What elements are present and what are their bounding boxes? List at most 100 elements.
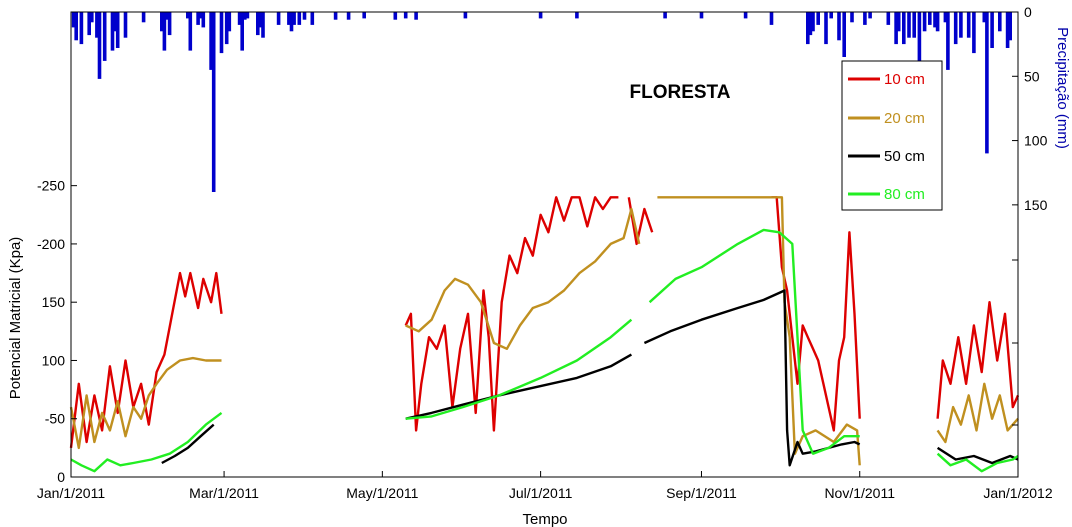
precip-bar bbox=[806, 12, 810, 45]
precip-bar bbox=[362, 12, 366, 19]
y2-axis-title: Precipitação (mm) bbox=[1054, 27, 1071, 149]
precip-bar bbox=[167, 12, 172, 36]
y-tick-label: -50 bbox=[45, 411, 65, 427]
precip-bar bbox=[393, 12, 398, 20]
precip-bar bbox=[699, 12, 704, 19]
precip-bar bbox=[333, 12, 338, 20]
series-line-10-cm bbox=[404, 196, 619, 432]
y2-tick-label: 100 bbox=[1024, 133, 1048, 149]
precip-bar bbox=[403, 12, 408, 19]
legend-label-10-cm: 10 cm bbox=[884, 71, 925, 88]
precip-bar bbox=[850, 12, 854, 23]
y-tick-label: -250 bbox=[37, 178, 65, 194]
soil-potential-lines bbox=[69, 196, 1020, 473]
precip-bar bbox=[808, 12, 813, 36]
precip-bar bbox=[198, 12, 203, 19]
y-tick-label: 150 bbox=[42, 294, 66, 310]
y-axis-title: Potencial Matricial (Kpa) bbox=[7, 237, 24, 400]
precip-bar bbox=[188, 12, 193, 51]
series-line-10-cm bbox=[69, 271, 223, 449]
y-tick-label: 0 bbox=[57, 469, 65, 485]
precip-bar bbox=[824, 12, 828, 45]
precip-bar bbox=[110, 12, 115, 51]
precip-bar bbox=[463, 12, 468, 19]
precip-bar bbox=[933, 12, 937, 28]
precip-bar bbox=[97, 12, 102, 79]
precip-bar bbox=[186, 12, 190, 19]
series-line-80-cm bbox=[405, 318, 633, 420]
precip-bar bbox=[985, 12, 989, 154]
x-tick-label: Sep/1/2011 bbox=[666, 485, 737, 501]
precip-bar bbox=[245, 12, 250, 19]
series-line-10-cm bbox=[936, 301, 1020, 419]
legend-label-80-cm: 80 cm bbox=[884, 186, 925, 203]
precip-bar bbox=[1008, 12, 1012, 41]
precip-bar bbox=[256, 12, 260, 36]
precip-bar bbox=[663, 12, 667, 19]
precip-bar bbox=[71, 12, 76, 28]
precip-bar bbox=[209, 12, 213, 70]
precip-bar bbox=[943, 12, 948, 23]
precip-bar bbox=[165, 12, 169, 20]
y2-tick-label: 50 bbox=[1024, 68, 1040, 84]
series-line-20-cm bbox=[936, 382, 1019, 444]
x-tick-label: May/1/2011 bbox=[346, 485, 418, 501]
x-tick-label: Jan/1/2012 bbox=[983, 485, 1052, 501]
y2-tick-label: 150 bbox=[1024, 197, 1048, 213]
precip-bar bbox=[868, 12, 872, 19]
series-line-50-cm bbox=[936, 446, 1019, 465]
precip-bar bbox=[1005, 12, 1010, 48]
legend: 10 cm 20 cm 50 cm 80 cm bbox=[841, 60, 943, 211]
series-line-10-cm bbox=[771, 196, 861, 432]
series-line-10-cm bbox=[627, 197, 654, 246]
precip-bar bbox=[837, 12, 841, 41]
precip-bar bbox=[886, 12, 891, 25]
precip-bar bbox=[302, 12, 307, 20]
y2-tick-label: 0 bbox=[1024, 4, 1032, 20]
precip-bar bbox=[258, 12, 263, 28]
precip-bar bbox=[292, 12, 296, 25]
precip-bar bbox=[95, 12, 99, 38]
precip-bar bbox=[196, 12, 200, 25]
legend-label-20-cm: 20 cm bbox=[884, 110, 925, 127]
x-tick-label: Jan/1/2011 bbox=[37, 485, 105, 501]
y-tick-label: -200 bbox=[37, 236, 65, 252]
precip-bar bbox=[816, 12, 820, 25]
x-tick-label: Nov/1/2011 bbox=[824, 485, 895, 501]
precip-bar bbox=[982, 12, 987, 23]
precip-bar bbox=[237, 12, 242, 25]
precip-bar bbox=[917, 12, 922, 61]
precip-bar bbox=[289, 12, 294, 32]
x-axis-ticks: Jan/1/2011 Mar/1/2011 May/1/2011 Jul/1/2011… bbox=[37, 471, 1053, 501]
series-line-80-cm bbox=[936, 452, 1019, 473]
precip-bar bbox=[90, 12, 94, 23]
precip-bar bbox=[160, 12, 164, 32]
series-line-80-cm bbox=[648, 228, 860, 455]
precip-bar bbox=[115, 12, 120, 48]
precip-bar bbox=[912, 12, 916, 38]
precip-bar bbox=[538, 12, 543, 19]
precip-bar bbox=[346, 12, 351, 20]
precip-bar bbox=[276, 12, 281, 25]
precip-bar bbox=[227, 12, 232, 32]
precip-bar bbox=[863, 12, 867, 25]
y2-axis-ticks: 0 50 100 150 bbox=[1012, 4, 1048, 426]
precip-bar bbox=[829, 12, 833, 19]
precipitation-bars bbox=[71, 12, 1012, 192]
y-tick-label: 100 bbox=[42, 352, 66, 368]
precip-bar bbox=[998, 12, 1002, 32]
precip-bar bbox=[79, 12, 84, 45]
precip-bar bbox=[811, 12, 815, 32]
precip-bar bbox=[769, 12, 774, 25]
precip-bar bbox=[575, 12, 579, 19]
precip-bar bbox=[261, 12, 265, 38]
x-tick-label: Jul/1/2011 bbox=[509, 485, 573, 501]
precip-bar bbox=[959, 12, 963, 38]
precip-bar bbox=[243, 12, 247, 20]
precip-bar bbox=[201, 12, 206, 28]
precip-bar bbox=[162, 12, 167, 51]
x-axis-title: Tempo bbox=[522, 511, 567, 527]
precip-bar bbox=[953, 12, 958, 45]
series-line-80-cm bbox=[70, 411, 223, 473]
